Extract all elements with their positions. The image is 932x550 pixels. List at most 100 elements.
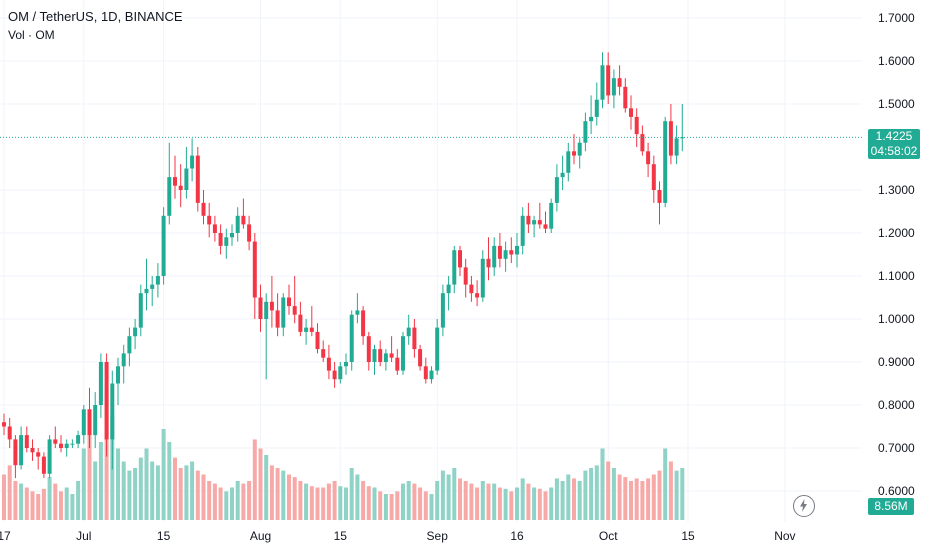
candle-body: [144, 288, 149, 294]
volume-bar: [423, 491, 428, 520]
volume-bar: [640, 481, 645, 520]
volume-bar: [378, 491, 383, 520]
volume-bar: [594, 465, 599, 520]
candle: [190, 138, 195, 182]
candle: [2, 413, 6, 436]
symbol-title[interactable]: OM / TetherUS, 1D, BINANCE: [8, 9, 183, 24]
volume-bar: [549, 487, 554, 520]
volume-bar: [2, 474, 6, 520]
candle-body: [150, 284, 155, 289]
candle: [577, 138, 582, 169]
volume-bar: [269, 465, 274, 520]
candle: [549, 198, 554, 233]
candle-body: [475, 293, 480, 298]
candle-body: [543, 224, 548, 229]
candle-body: [480, 258, 485, 298]
candle: [646, 142, 651, 178]
volume-bar: [395, 491, 400, 520]
volume-bar: [480, 481, 485, 520]
candle-body: [401, 336, 405, 371]
candle: [463, 258, 468, 298]
candle-body: [520, 215, 525, 246]
candle: [537, 202, 542, 229]
volume-bar: [53, 483, 58, 520]
candle-body: [24, 435, 29, 448]
candle-body: [30, 448, 35, 453]
volume-bar: [298, 481, 303, 520]
volume-bar: [207, 481, 212, 520]
candle: [41, 452, 46, 479]
candle-body: [281, 297, 286, 328]
candle: [201, 190, 206, 225]
candle-body: [395, 357, 400, 371]
price-tick-label: 0.7000: [878, 441, 915, 455]
candle-body: [127, 336, 132, 354]
volume-bar: [634, 478, 639, 520]
candle: [492, 237, 497, 276]
candle: [520, 207, 525, 255]
candle: [315, 323, 320, 354]
volume-bar: [235, 481, 240, 520]
candle: [207, 202, 212, 238]
lightning-bolt-icon[interactable]: [793, 495, 815, 517]
time-axis[interactable]: 17 Jul 15 Aug 15 Sep 16 Oct 15 Nov: [0, 529, 796, 543]
volume-bar: [651, 474, 656, 520]
price-axis[interactable]: 1.7000 1.6000 1.5000 1.3000 1.2000 1.1000 1.00…: [878, 11, 915, 498]
price-tick-label: 1.6000: [878, 54, 915, 68]
candle: [24, 426, 29, 453]
volume-value-badge: 8.56M: [868, 498, 914, 515]
volume-bars: [2, 390, 685, 520]
candle: [355, 293, 360, 324]
candle-body: [304, 327, 309, 332]
candle-body: [463, 267, 468, 285]
candle-body: [321, 349, 326, 358]
candle-body: [133, 327, 138, 337]
volume-bar: [440, 470, 445, 520]
candle-body: [184, 168, 189, 190]
time-tick-label: 15: [334, 529, 348, 543]
candle: [600, 52, 605, 109]
volume-bar: [361, 481, 366, 520]
candle-body: [178, 185, 183, 190]
volume-bar: [429, 494, 434, 520]
candle-body: [629, 108, 633, 117]
candle-body: [617, 78, 622, 87]
candle: [64, 439, 69, 457]
candle: [235, 207, 240, 242]
candle: [395, 349, 400, 375]
candle: [104, 353, 109, 457]
volume-bar: [458, 478, 462, 520]
candle-body: [583, 121, 588, 143]
last-price-value: 1.4225: [875, 129, 913, 144]
candle-body: [492, 245, 497, 268]
candle-body: [406, 327, 411, 337]
volume-legend[interactable]: Vol · OM: [8, 28, 55, 42]
candle: [81, 405, 86, 444]
candle: [144, 258, 149, 311]
volume-bar: [583, 470, 588, 520]
volume-bar: [281, 470, 286, 520]
candle: [640, 125, 645, 156]
volume-bar: [435, 481, 440, 520]
volume-bar: [224, 491, 229, 520]
volume-bar: [463, 481, 468, 520]
volume-bar: [167, 442, 172, 520]
price-tick-label: 1.3000: [878, 183, 915, 197]
time-tick-label: Nov: [774, 529, 795, 543]
candle: [178, 164, 183, 208]
candle-body: [372, 349, 377, 362]
volume-bar: [526, 483, 531, 520]
candle: [241, 198, 246, 229]
candle-body: [589, 116, 594, 122]
candle: [560, 155, 565, 190]
candle: [429, 366, 434, 384]
candle-body: [224, 237, 229, 246]
candle-body: [532, 220, 537, 225]
candle-body: [355, 310, 360, 315]
candle-body: [663, 121, 668, 203]
volume-bar: [532, 487, 537, 520]
candle: [47, 435, 52, 479]
candle-body: [332, 370, 337, 380]
volume-bar: [304, 483, 309, 520]
